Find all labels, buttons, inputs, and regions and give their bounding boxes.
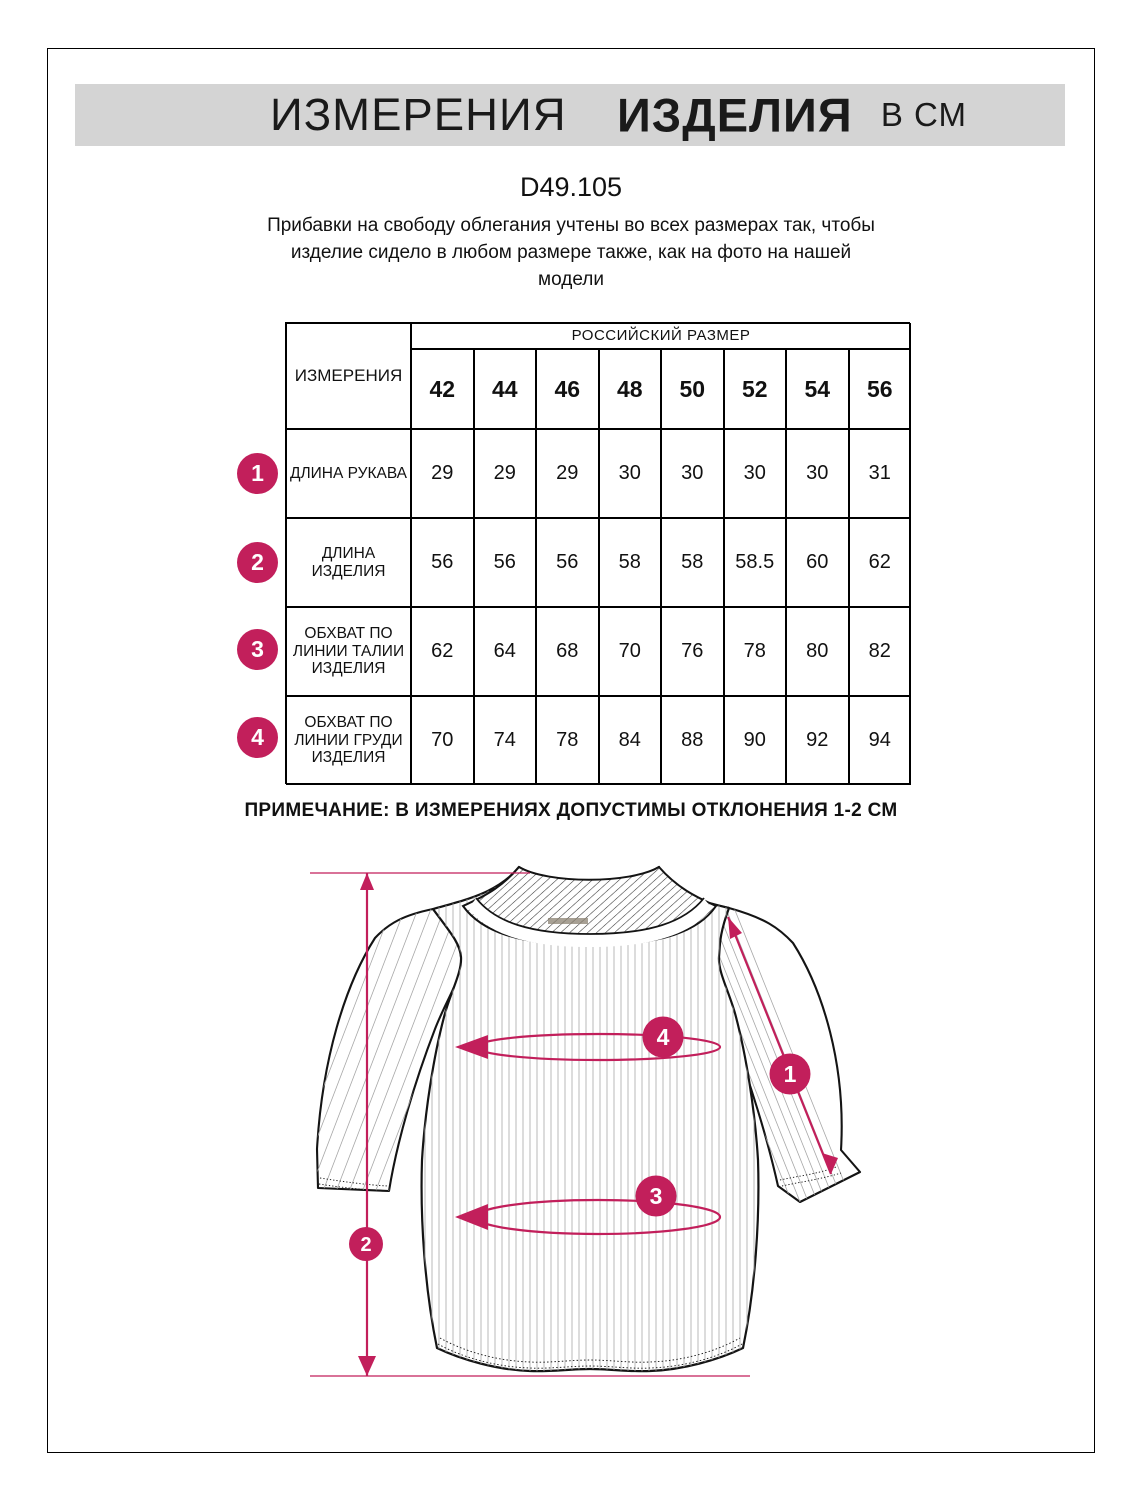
svg-text:2: 2 bbox=[360, 1234, 371, 1256]
svg-text:3: 3 bbox=[650, 1183, 663, 1209]
svg-text:4: 4 bbox=[657, 1024, 670, 1050]
svg-text:1: 1 bbox=[784, 1061, 797, 1087]
